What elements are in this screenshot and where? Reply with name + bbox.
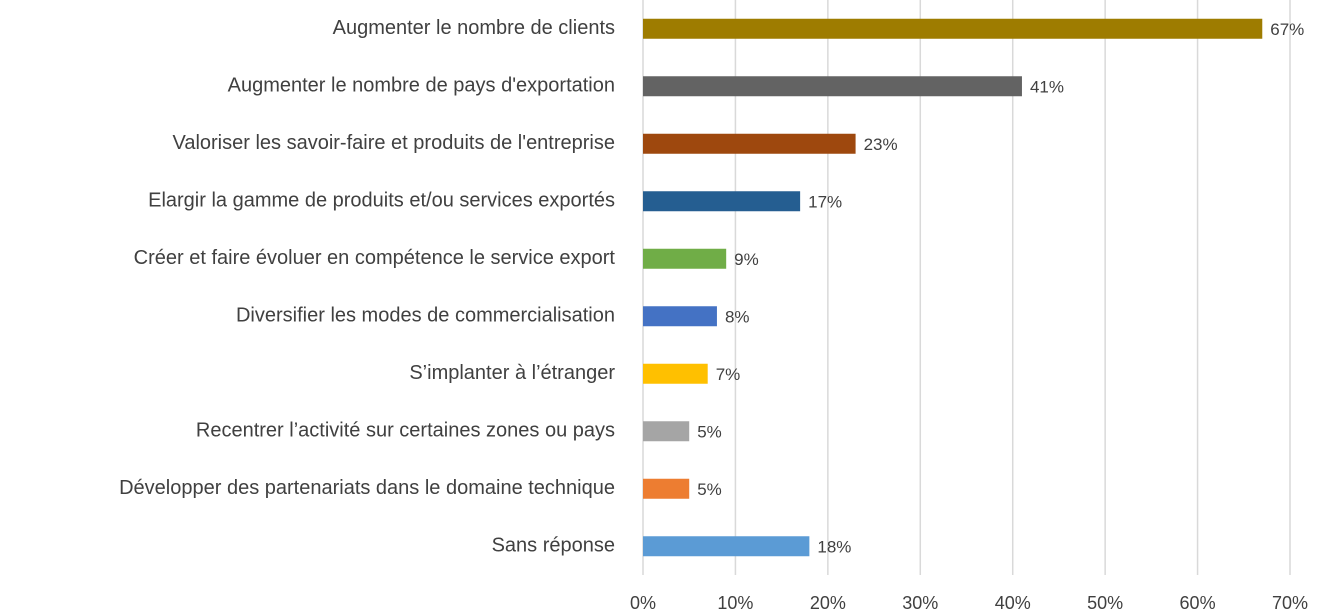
- value-label: 18%: [817, 538, 851, 557]
- x-tick-label: 50%: [1087, 593, 1123, 613]
- value-label: 7%: [716, 365, 741, 384]
- bar: [643, 76, 1022, 97]
- category-label: Sans réponse: [492, 535, 615, 557]
- x-tick-label: 20%: [810, 593, 846, 613]
- value-label: 67%: [1270, 20, 1304, 39]
- value-label: 17%: [808, 193, 842, 212]
- value-label: 41%: [1030, 78, 1064, 97]
- category-label: Elargir la gamme de produits et/ou servi…: [148, 190, 615, 212]
- category-label: Créer et faire évoluer en compétence le …: [134, 247, 616, 269]
- x-tick-label: 60%: [1180, 593, 1216, 613]
- category-label: Diversifier les modes de commercialisati…: [236, 305, 615, 327]
- category-label: S’implanter à l’étranger: [409, 362, 615, 384]
- category-label: Développer des partenariats dans le doma…: [119, 477, 615, 499]
- x-tick-label: 10%: [717, 593, 753, 613]
- bar: [643, 363, 708, 384]
- x-tick-label: 0%: [630, 593, 656, 613]
- x-tick-label: 30%: [902, 593, 938, 613]
- category-label: Augmenter le nombre de pays d'exportatio…: [228, 75, 615, 97]
- category-label: Valoriser les savoir-faire et produits d…: [172, 132, 615, 154]
- x-tick-label: 40%: [995, 593, 1031, 613]
- value-label: 23%: [864, 135, 898, 154]
- bar: [643, 536, 810, 557]
- category-label: Augmenter le nombre de clients: [333, 17, 615, 39]
- value-label: 5%: [697, 480, 722, 499]
- category-label: Recentrer l’activité sur certaines zones…: [196, 420, 615, 442]
- bar: [643, 191, 801, 212]
- value-label: 9%: [734, 250, 759, 269]
- x-tick-label: 70%: [1272, 593, 1308, 613]
- value-label: 8%: [725, 308, 750, 327]
- value-label: 5%: [697, 423, 722, 442]
- bar: [643, 133, 856, 154]
- bar: [643, 421, 690, 442]
- bar: [643, 18, 1263, 39]
- bar: [643, 306, 717, 327]
- bar: [643, 248, 727, 269]
- bar: [643, 478, 690, 499]
